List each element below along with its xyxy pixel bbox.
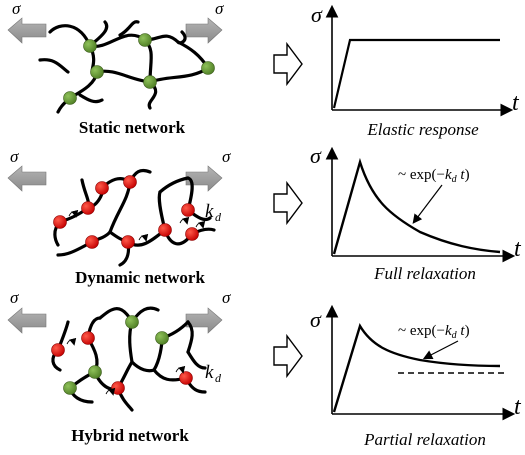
crosslink-node [185, 227, 199, 241]
x-axis-label: t [514, 394, 522, 420]
chart-full-relaxation: σ t ~ exp(−kd t) Full relaxation [310, 143, 522, 283]
chart-caption: Full relaxation [373, 264, 476, 283]
right-pull-arrow [185, 17, 223, 44]
stress-symbol-right: σ [215, 0, 224, 18]
static-crosslinks [63, 33, 215, 105]
chart-elastic: σ t Elastic response [311, 2, 520, 139]
transition-arrow [273, 333, 303, 379]
crosslink-node [143, 75, 157, 89]
network-label: Static network [79, 118, 186, 137]
annotation-pointer [412, 184, 443, 224]
rate-label: k d [205, 362, 222, 385]
crosslink-node [158, 223, 172, 237]
stress-symbol-left: σ [10, 147, 19, 166]
dynamic-crosslink-node [111, 381, 125, 395]
crosslink-node [81, 201, 95, 215]
static-crosslink-node [155, 331, 169, 345]
crosslink-node [53, 215, 67, 229]
left-pull-arrow [7, 307, 47, 334]
y-axis-label: σ [310, 143, 322, 168]
chart-caption: Partial relaxation [363, 430, 486, 449]
dynamic-crosslink-node [179, 371, 193, 385]
svg-text:k: k [205, 201, 214, 222]
crosslink-node [85, 235, 99, 249]
svg-text:~ exp(−kd t): ~ exp(−kd t) [398, 323, 470, 341]
annotation-expression: ~ exp(−kd t) [398, 167, 470, 185]
stress-symbol-right: σ [222, 147, 231, 166]
svg-text:d: d [215, 210, 222, 224]
crosslink-node [138, 33, 152, 47]
dynamic-crosslink-node [81, 331, 95, 345]
stress-symbol-left: σ [12, 0, 21, 18]
left-pull-arrow [7, 165, 47, 192]
crosslink-node [63, 91, 77, 105]
static-crosslink-node [125, 315, 139, 329]
crosslink-node [121, 235, 135, 249]
stress-curve [332, 323, 501, 413]
network-label: Hybrid network [71, 426, 189, 445]
crosslink-node [181, 203, 195, 217]
dynamic-crosslink-node [51, 343, 65, 357]
chart-partial-relaxation: σ t ~ exp(−kd t) Partial relaxation [310, 304, 522, 449]
exchange-arrows [68, 209, 206, 242]
crosslink-node [95, 181, 109, 195]
y-axis-label: σ [310, 307, 322, 332]
stress-symbol-right: σ [222, 288, 231, 307]
annotation-expression: ~ exp(−kd t) [398, 323, 470, 341]
exchange-arrows [66, 337, 186, 396]
crosslink-node [201, 61, 215, 75]
network-label: Dynamic network [75, 268, 205, 287]
rate-label: k d [205, 201, 222, 224]
x-axis-label: t [512, 90, 520, 116]
row-dynamic: σ σ [7, 143, 522, 287]
row-static: σ σ [7, 0, 520, 139]
crosslink-node [83, 39, 97, 53]
left-pull-arrow [7, 17, 47, 44]
annotation-pointer [422, 340, 459, 360]
x-axis-label: t [514, 236, 522, 262]
static-crosslink-node [88, 365, 102, 379]
row-hybrid: σ σ [7, 288, 522, 449]
svg-text:d: d [215, 371, 222, 385]
svg-text:k: k [205, 362, 214, 383]
dynamic-crosslinks [53, 175, 199, 249]
stress-curve [332, 38, 500, 109]
y-axis-label: σ [311, 2, 323, 27]
hybrid-crosslinks [51, 315, 193, 395]
transition-arrow [273, 180, 303, 226]
transition-arrow [273, 41, 303, 87]
chart-caption: Elastic response [366, 120, 479, 139]
right-pull-arrow [185, 307, 223, 334]
crosslink-node [90, 65, 104, 79]
static-crosslink-node [63, 381, 77, 395]
crosslink-node [123, 175, 137, 189]
stress-curve [332, 157, 501, 255]
svg-text:~ exp(−kd t): ~ exp(−kd t) [398, 167, 470, 185]
stress-symbol-left: σ [10, 288, 19, 307]
